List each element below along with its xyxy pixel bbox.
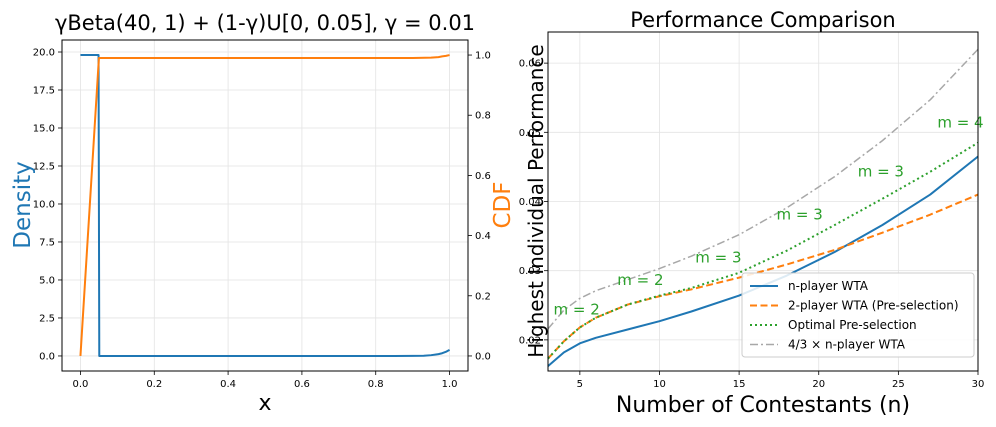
density-series-line: [80, 54, 451, 357]
performance-chart-y-label: Highest Individual Performance: [524, 44, 548, 357]
y-tick-label: 0.02: [519, 335, 541, 346]
y-tick-label: 7.5: [39, 237, 55, 248]
density-cdf-chart: 0.0 0.2 0.4 0.6 0.8 1.0 0.0 2.5 5.0 7.5 10.0 12.5 15…: [10, 11, 516, 416]
performance-chart-legend: n-player WTA 2-player WTA (Pre-selection)…: [741, 272, 975, 358]
scaled-n-player-wta-line: [547, 48, 979, 330]
y-tick-label: 2.5: [39, 313, 55, 324]
x-tick-label: 0.6: [294, 379, 310, 390]
y-tick-label: 0.03: [519, 266, 541, 277]
performance-chart: m = 2 m = 2 m = 3 m = 3 m = 3 m = 4 5 10 15 20 25…: [519, 8, 985, 418]
x-tick-label: 0.8: [368, 379, 384, 390]
y2-tick-label: 0.2: [475, 291, 491, 302]
y-tick-label: 17.5: [33, 85, 55, 96]
x-tick-label: 25: [892, 379, 905, 390]
density-chart-grid: [62, 40, 468, 371]
density-chart-title: γBeta(40, 1) + (1-γ)U[0, 0.05], γ = 0.01: [55, 11, 475, 35]
legend-label: 4/3 × n-player WTA: [788, 338, 906, 352]
y2-tick-label: 0.0: [475, 351, 491, 362]
y2-tick-label: 0.4: [475, 231, 491, 242]
m-annotation: m = 2: [554, 300, 600, 318]
density-chart-y2-label: CDF: [490, 182, 516, 229]
performance-chart-ticks: 5 10 15 20 25 30 0.02 0.03 0.04 0.05 0.06: [519, 59, 985, 390]
y-tick-label: 10.0: [33, 199, 55, 210]
density-chart-x-label: x: [258, 391, 271, 416]
legend-box: [741, 272, 975, 358]
legend-label: Optimal Pre-selection: [788, 318, 917, 332]
two-player-wta-line: [547, 193, 979, 360]
m-annotation: m = 2: [617, 271, 663, 289]
density-chart-lines: [79, 54, 451, 357]
cdf-series-line: [79, 54, 450, 357]
y-tick-label: 12.5: [33, 161, 55, 172]
optimal-preselection-line: [547, 141, 979, 360]
m-annotation: m = 3: [776, 205, 822, 223]
x-tick-label: 5: [577, 379, 583, 390]
x-tick-label: 0.2: [146, 379, 162, 390]
performance-chart-title: Performance Comparison: [630, 8, 895, 32]
n-player-wta-line: [547, 155, 979, 367]
m-annotation: m = 4: [937, 113, 983, 131]
x-tick-label: 0.0: [73, 379, 89, 390]
performance-chart-annotations: m = 2 m = 2 m = 3 m = 3 m = 3 m = 4: [554, 113, 984, 318]
y-tick-label: 15.0: [33, 123, 55, 134]
m-annotation: m = 3: [858, 163, 904, 181]
density-chart-ticks: 0.0 0.2 0.4 0.6 0.8 1.0 0.0 2.5 5.0 7.5 10.0 12.5 15…: [33, 48, 491, 390]
y2-tick-label: 1.0: [475, 51, 491, 62]
x-tick-label: 20: [812, 379, 825, 390]
y-tick-label: 0.06: [519, 59, 541, 70]
performance-chart-x-label: Number of Contestants (n): [616, 393, 910, 418]
y-tick-label: 20.0: [33, 48, 55, 59]
y2-tick-label: 0.6: [475, 171, 491, 182]
performance-chart-lines: [547, 48, 979, 367]
x-tick-label: 30: [972, 379, 985, 390]
m-annotation: m = 3: [695, 248, 741, 266]
y-tick-label: 5.0: [39, 275, 55, 286]
x-tick-label: 1.0: [442, 379, 458, 390]
x-tick-label: 15: [733, 379, 746, 390]
y-tick-label: 0.0: [39, 351, 55, 362]
density-chart-y-label: Density: [10, 161, 36, 248]
x-tick-label: 10: [653, 379, 666, 390]
y-tick-label: 0.04: [519, 197, 541, 208]
legend-label: 2-player WTA (Pre-selection): [788, 299, 959, 313]
density-chart-frame: [61, 39, 469, 372]
y-tick-label: 0.05: [519, 128, 541, 139]
x-tick-label: 0.4: [220, 379, 236, 390]
y2-tick-label: 0.8: [475, 111, 491, 122]
legend-label: n-player WTA: [788, 279, 869, 293]
